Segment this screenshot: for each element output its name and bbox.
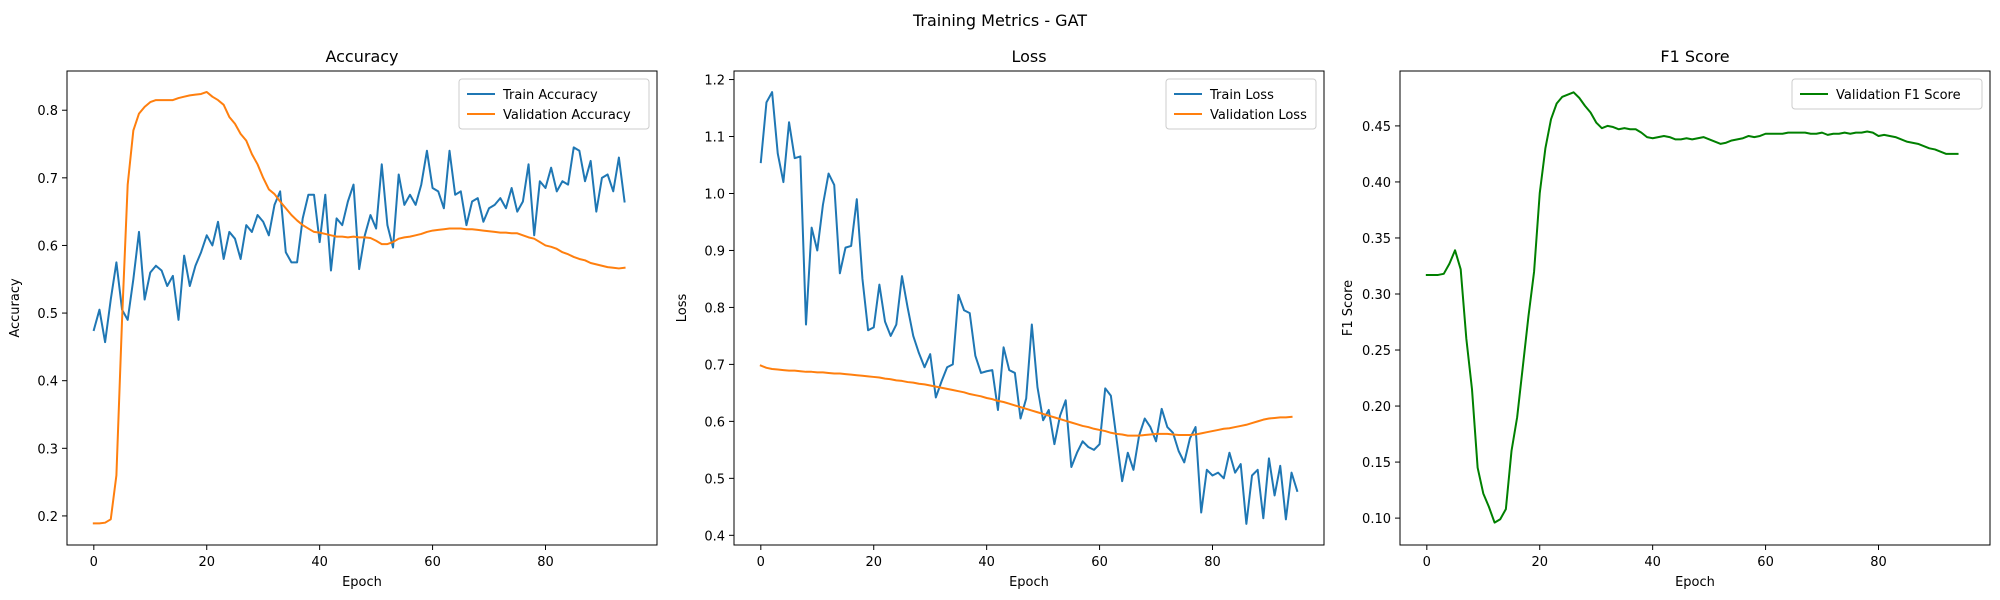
- panel-accuracy-y-tick-label: 0.4: [37, 375, 58, 390]
- panel-f1-score-x-tick-label: 20: [1531, 555, 1548, 570]
- panel-loss-y-tick-label: 0.5: [704, 472, 725, 487]
- panel-f1-score-x-tick-label: 40: [1644, 555, 1661, 570]
- panel-loss-x-tick-label: 20: [865, 555, 882, 570]
- panel-accuracy-x-tick-label: 0: [90, 555, 98, 570]
- panel-f1-score-y-tick-label: 0.40: [1362, 176, 1391, 191]
- panel-loss-y-tick-label: 0.8: [704, 301, 725, 316]
- panel-f1-score: F1 Score 0 20 40 60 80 0.10 0.15 0.20 0.25 0.30 0.3…: [1341, 47, 1991, 590]
- panel-accuracy-y-tick-label: 0.6: [37, 239, 58, 254]
- panel-loss-y-tick-label: 0.4: [704, 529, 725, 544]
- panel-f1-score-axes-frame: [1399, 70, 1991, 546]
- panel-f1-score-x-tick-label: 60: [1757, 555, 1774, 570]
- panel-f1-score-legend: Validation F1 Score: [1791, 78, 1983, 110]
- panel-accuracy-y-tick-label: 0.3: [37, 442, 58, 457]
- panel-accuracy-legend: Train Accuracy Validation Accuracy: [458, 78, 650, 130]
- panel-f1-score-legend-entry-validation-f1-score: Validation F1 Score: [1836, 88, 1961, 103]
- panel-loss: Loss 0 20 40 60 80 0.4 0.5 0.6 0.7 0.8 0.9 1.0 1.1 1.2…: [675, 47, 1325, 590]
- panel-loss-x-tick-label: 60: [1091, 555, 1108, 570]
- panel-loss-series-train-loss-line: [759, 91, 1299, 525]
- panel-loss-y-tick-label: 1.2: [704, 74, 725, 89]
- panel-f1-score-title: F1 Score: [1660, 47, 1729, 66]
- figure-title: Training Metrics - GAT: [912, 11, 1087, 30]
- panel-accuracy-series-train-accuracy-line: [92, 146, 626, 344]
- panel-f1-score-series-validation-f1-score-line: [1425, 91, 1959, 524]
- panel-f1-score-y-axis-label: F1 Score: [1341, 280, 1356, 336]
- panel-loss-legend: Train Loss Validation Loss: [1165, 78, 1317, 130]
- panel-loss-y-tick-label: 1.1: [704, 131, 725, 146]
- panel-accuracy-x-tick-label: 40: [311, 555, 328, 570]
- chart-panels: Accuracy 0 20 40 60 80 0.2 0.3 0.4 0.5 0.6 0.7 0.8 Ep…: [8, 47, 1991, 590]
- panel-f1-score-y-tick-label: 0.25: [1362, 344, 1391, 359]
- panel-loss-y-tick-label: 0.6: [704, 415, 725, 430]
- panel-loss-x-tick-label: 80: [1204, 555, 1221, 570]
- panel-f1-score-y-tick-label: 0.35: [1362, 232, 1391, 247]
- panel-accuracy-axes-frame: [66, 70, 658, 546]
- panel-accuracy-x-tick-label: 80: [537, 555, 554, 570]
- panel-f1-score-x-tick-label: 0: [1423, 555, 1431, 570]
- panel-f1-score-y-tick-label: 0.45: [1362, 120, 1391, 135]
- panel-f1-score-x-axis-label: Epoch: [1675, 575, 1715, 590]
- panel-loss-y-axis-label: Loss: [675, 294, 690, 323]
- panel-loss-x-tick-label: 0: [757, 555, 765, 570]
- panel-accuracy: Accuracy 0 20 40 60 80 0.2 0.3 0.4 0.5 0.6 0.7 0.8 Ep…: [8, 47, 658, 590]
- panel-loss-axes-frame: [733, 70, 1325, 546]
- panel-loss-title: Loss: [1011, 47, 1046, 66]
- panel-loss-y-tick-label: 0.9: [704, 244, 725, 259]
- panel-accuracy-y-tick-label: 0.7: [37, 172, 58, 187]
- panel-f1-score-y-tick-label: 0.15: [1362, 456, 1391, 471]
- panel-loss-x-tick-label: 40: [978, 555, 995, 570]
- panel-accuracy-y-tick-label: 0.2: [37, 510, 58, 525]
- panel-loss-series-validation-loss-line: [759, 364, 1293, 437]
- panel-accuracy-legend-entry-train-accuracy: Train Accuracy: [502, 88, 598, 103]
- panel-accuracy-title: Accuracy: [325, 47, 398, 66]
- panel-accuracy-y-tick-label: 0.5: [37, 307, 58, 322]
- panel-accuracy-y-axis-label: Accuracy: [8, 278, 23, 338]
- panel-f1-score-x-tick-label: 80: [1870, 555, 1887, 570]
- panel-accuracy-series-validation-accuracy-line: [92, 90, 626, 525]
- panel-f1-score-y-tick-label: 0.10: [1362, 512, 1391, 527]
- panel-accuracy-x-tick-label: 60: [424, 555, 441, 570]
- panel-accuracy-legend-box: [458, 78, 650, 130]
- panel-accuracy-x-tick-label: 20: [198, 555, 215, 570]
- panel-loss-x-axis-label: Epoch: [1009, 575, 1049, 590]
- panel-f1-score-legend-box: [1791, 78, 1983, 110]
- panel-accuracy-legend-entry-validation-accuracy: Validation Accuracy: [503, 108, 631, 123]
- panel-loss-legend-entry-validation-loss: Validation Loss: [1210, 108, 1307, 123]
- panel-accuracy-x-axis-label: Epoch: [342, 575, 382, 590]
- panel-loss-y-tick-label: 0.7: [704, 358, 725, 373]
- panel-loss-legend-box: [1165, 78, 1317, 130]
- panel-f1-score-y-tick-label: 0.20: [1362, 400, 1391, 415]
- panel-loss-legend-entry-train-loss: Train Loss: [1209, 88, 1274, 103]
- panel-accuracy-y-tick-label: 0.8: [37, 104, 58, 119]
- panel-loss-y-tick-label: 1.0: [704, 187, 725, 202]
- panel-f1-score-y-tick-label: 0.30: [1362, 288, 1391, 303]
